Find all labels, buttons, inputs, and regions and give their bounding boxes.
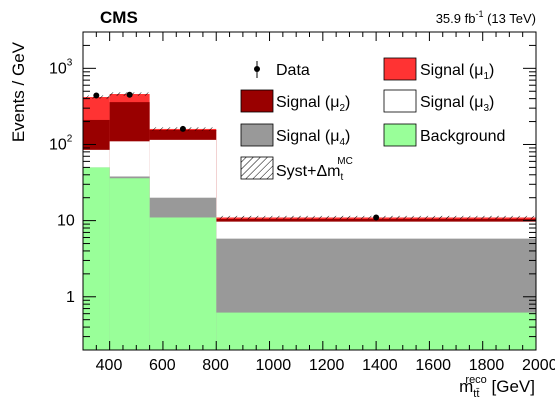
legend-swatch-syst: [240, 156, 274, 180]
legend-label-data: Data: [276, 62, 310, 79]
x-tick-label-1200: 1200: [309, 357, 345, 374]
x-axis-label: mtt̄reco [GeV]: [459, 374, 535, 400]
x-tick-label-2000: 2000: [522, 357, 555, 374]
data-point-3: [179, 125, 186, 132]
legend-swatch-mu4: [240, 123, 274, 147]
bar-background-bin-1: [83, 167, 110, 350]
x-tick-label-1800: 1800: [469, 357, 505, 374]
legend-swatch-mu2: [240, 89, 274, 113]
bar-background-bin-3: [149, 217, 217, 350]
legend-label-mu2: Signal (μ2): [276, 94, 350, 114]
x-tick-label-1600: 1600: [415, 357, 451, 374]
y-tick-label-10: 10: [57, 213, 75, 230]
data-point-2: [126, 91, 133, 98]
legend-label-syst: Syst+ΔmtMC: [276, 156, 353, 183]
legend: Data Signal (μ1) Signal (μ2) Signal (μ3) Sig…: [240, 57, 505, 183]
legend-label-mu1: Signal (μ1): [420, 62, 494, 82]
x-tick-label-1000: 1000: [256, 357, 292, 374]
x-tick-label-400: 400: [96, 357, 123, 374]
data-point-4: [373, 214, 380, 221]
x-tick-label-1400: 1400: [362, 357, 398, 374]
plot-area: [83, 91, 536, 350]
luminosity-label: 35.9 fb-1 (13 TeV): [436, 9, 536, 26]
experiment-label: CMS: [100, 8, 138, 27]
legend-label-mu4: Signal (μ4): [276, 128, 350, 148]
x-tick-label-800: 800: [202, 357, 229, 374]
legend-swatch-mu1: [383, 57, 417, 81]
data-point-1: [93, 92, 100, 99]
legend-label-bkg: Background: [420, 128, 505, 145]
x-tick-label-600: 600: [149, 357, 176, 374]
bar-background-bin-2: [109, 178, 150, 350]
axes: 400 600 800 1000 1200 1400 1600 1800 2000 1 10 102 1…: [49, 31, 555, 374]
legend-label-mu3: Signal (μ3): [420, 94, 494, 114]
y-axis-label: Events / GeV: [9, 41, 28, 142]
y-tick-label-1000: 103: [49, 57, 73, 77]
y-tick-label-100: 102: [49, 133, 73, 153]
legend-swatch-mu3: [383, 89, 417, 113]
y-tick-label-1: 1: [66, 289, 75, 306]
legend-swatch-data: [254, 66, 260, 72]
legend-swatch-bkg: [383, 123, 417, 147]
